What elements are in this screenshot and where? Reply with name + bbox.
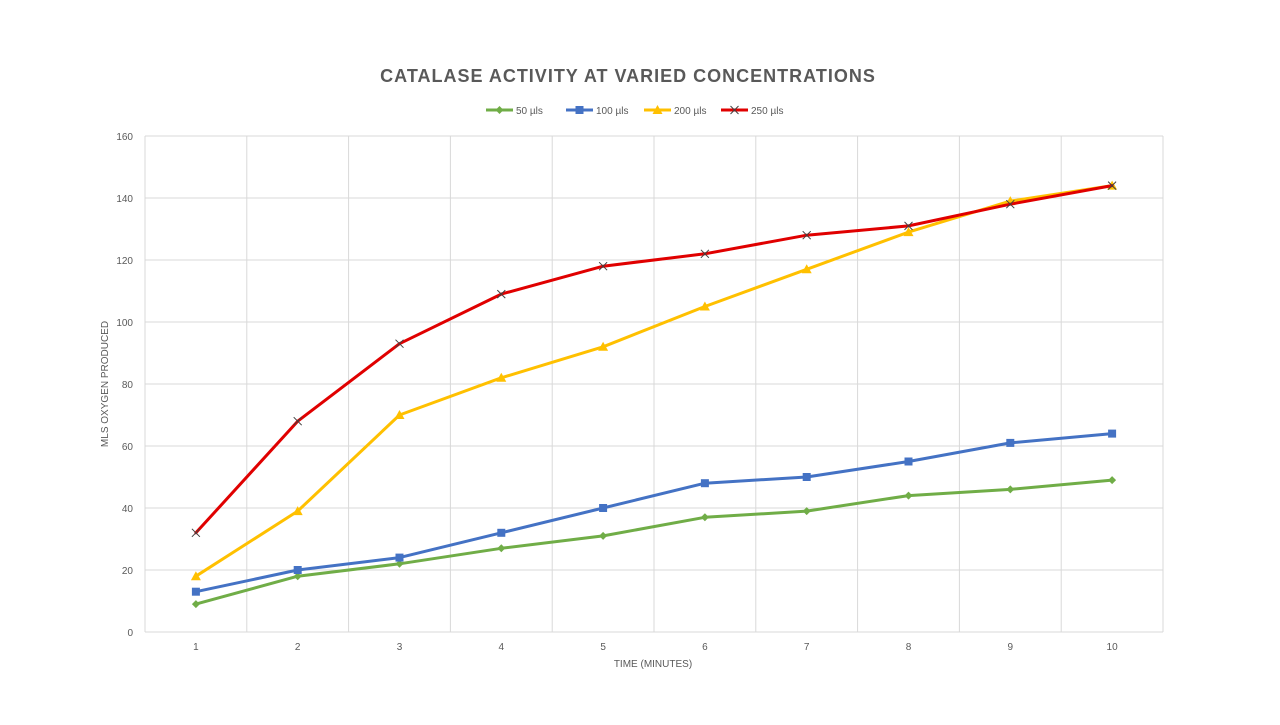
y-tick-label: 140 bbox=[116, 194, 133, 205]
series-4-point bbox=[598, 261, 608, 271]
legend-point bbox=[575, 106, 584, 114]
legend-item: 50 µls bbox=[486, 106, 543, 117]
y-tick-label: 20 bbox=[122, 566, 134, 577]
series-3-point bbox=[394, 410, 405, 419]
series-4-point bbox=[191, 528, 201, 538]
series-1-point bbox=[395, 559, 404, 568]
series-2-point bbox=[1108, 429, 1117, 438]
series-lines bbox=[190, 180, 1118, 609]
series-4-point bbox=[802, 230, 812, 240]
series-1-point bbox=[700, 513, 709, 522]
series-3-point bbox=[598, 341, 609, 351]
series-4 bbox=[191, 181, 1117, 538]
series-4-point bbox=[904, 221, 913, 231]
x-axis-tick-labels: 1 2 3 4 5 6 7 8 9 10 bbox=[193, 642, 1118, 653]
x-axis-label: TIME (MINUTES) bbox=[614, 659, 692, 670]
legend-label: 50 µls bbox=[516, 106, 543, 117]
series-4-point bbox=[1005, 199, 1015, 209]
gridlines bbox=[144, 135, 1164, 633]
series-2-point bbox=[599, 504, 608, 512]
series-1-point bbox=[191, 600, 200, 609]
y-tick-label: 40 bbox=[122, 504, 134, 515]
series-3-point bbox=[190, 571, 201, 581]
series-1-point bbox=[599, 531, 608, 540]
legend-point bbox=[495, 106, 504, 114]
y-tick-label: 0 bbox=[127, 628, 133, 639]
legend-item: 100 µls bbox=[566, 106, 628, 117]
x-tick-label: 5 bbox=[600, 642, 606, 653]
legend-label: 200 µls bbox=[674, 106, 706, 117]
series-4-line bbox=[194, 184, 1114, 535]
series-2 bbox=[191, 429, 1117, 596]
series-2-point bbox=[395, 553, 404, 562]
series-4-point bbox=[700, 249, 710, 259]
x-tick-label: 1 bbox=[193, 642, 199, 653]
legend-item: 250 µls bbox=[721, 105, 783, 117]
series-2-point bbox=[191, 587, 200, 596]
series-2-point bbox=[802, 473, 811, 481]
x-tick-label: 9 bbox=[1008, 642, 1014, 653]
series-2-point bbox=[497, 528, 506, 537]
legend-item: 200 µls bbox=[644, 105, 706, 117]
series-2-point bbox=[293, 566, 302, 574]
series-1-point bbox=[904, 491, 913, 500]
series-3-point bbox=[801, 264, 812, 274]
legend-label: 100 µls bbox=[596, 106, 628, 117]
y-tick-label: 80 bbox=[122, 380, 134, 391]
x-tick-label: 4 bbox=[499, 642, 505, 653]
series-1-point bbox=[293, 572, 302, 581]
series-3-point bbox=[496, 372, 507, 382]
y-axis-tick-labels: 0 20 40 60 80 100 120 140 160 bbox=[116, 132, 133, 639]
series-1-point bbox=[1108, 476, 1117, 485]
legend-point bbox=[652, 105, 663, 114]
series-1-line bbox=[194, 478, 1114, 606]
series-1-point bbox=[1006, 485, 1015, 494]
x-tick-label: 2 bbox=[295, 642, 301, 653]
series-1-point bbox=[802, 507, 811, 516]
series-1 bbox=[191, 476, 1117, 609]
series-2-point bbox=[904, 457, 913, 466]
series-3-point bbox=[903, 227, 914, 237]
legend-point bbox=[730, 105, 739, 115]
series-3-point bbox=[699, 301, 710, 311]
series-3-line bbox=[194, 184, 1114, 578]
series-3-point bbox=[292, 506, 303, 516]
series-4-point bbox=[293, 416, 303, 426]
series-2-point bbox=[700, 479, 709, 488]
x-tick-label: 6 bbox=[702, 642, 708, 653]
x-tick-label: 10 bbox=[1107, 642, 1119, 653]
chart-title: CATALASE ACTIVITY AT VARIED CONCENTRATIO… bbox=[380, 66, 876, 86]
series-2-line bbox=[194, 432, 1114, 594]
y-tick-label: 60 bbox=[122, 442, 134, 453]
y-axis-label: MLS OXYGEN PRODUCED bbox=[100, 321, 111, 447]
y-tick-label: 160 bbox=[116, 132, 133, 143]
series-4-point bbox=[1107, 181, 1117, 190]
series-4-point bbox=[496, 289, 506, 299]
y-tick-label: 100 bbox=[116, 318, 133, 329]
series-1-point bbox=[497, 544, 506, 553]
chart-legend: 50 µls 100 µls 200 µls 250 µls bbox=[486, 105, 783, 117]
x-tick-label: 8 bbox=[906, 642, 912, 653]
legend-label: 250 µls bbox=[751, 106, 783, 117]
series-4-point bbox=[395, 339, 404, 349]
y-tick-label: 120 bbox=[116, 256, 133, 267]
series-2-point bbox=[1006, 438, 1015, 447]
x-tick-label: 3 bbox=[397, 642, 403, 653]
x-tick-label: 7 bbox=[804, 642, 810, 653]
